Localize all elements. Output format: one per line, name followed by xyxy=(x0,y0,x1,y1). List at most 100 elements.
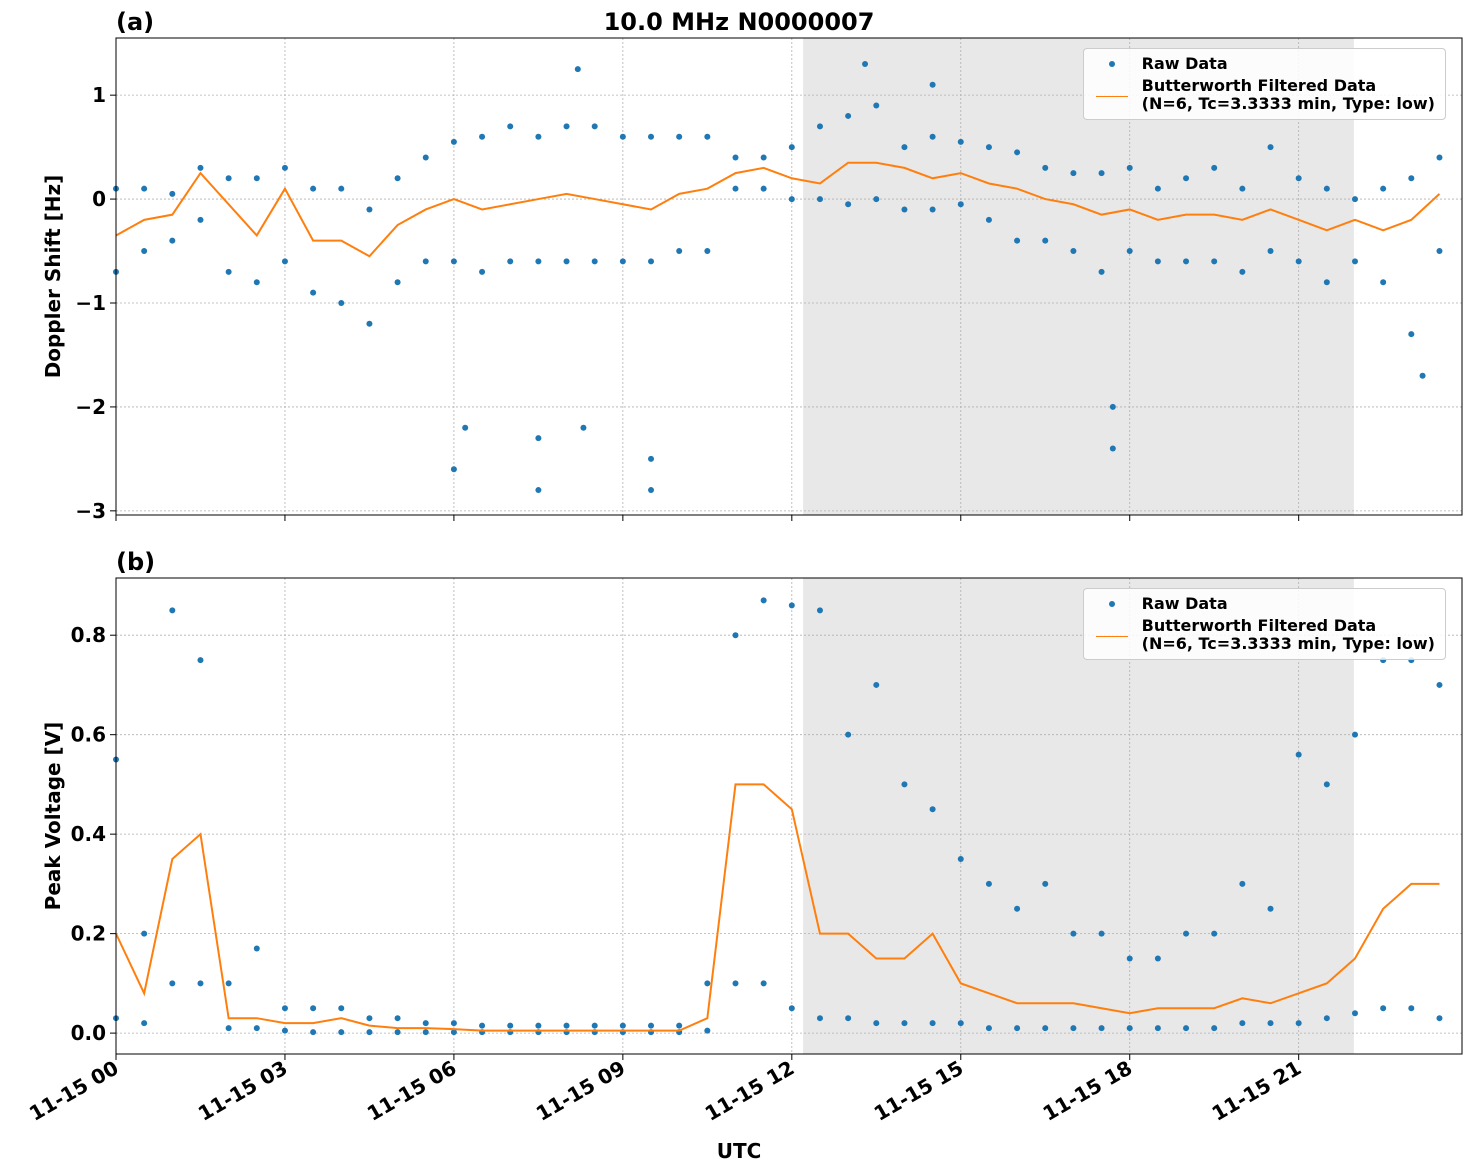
raw-point xyxy=(985,1025,992,1032)
raw-point xyxy=(507,258,514,265)
raw-point xyxy=(704,133,711,140)
raw-point xyxy=(845,201,852,208)
x-tick-label: 11-15 00 xyxy=(25,1056,123,1126)
raw-point xyxy=(141,185,148,192)
raw-point xyxy=(816,607,823,614)
raw-point xyxy=(169,980,176,987)
raw-point xyxy=(253,175,260,182)
legend-label: Raw Data xyxy=(1141,594,1228,613)
raw-point xyxy=(535,258,542,265)
raw-point xyxy=(704,248,711,255)
raw-point xyxy=(901,781,908,788)
raw-point xyxy=(1070,170,1077,177)
raw-point xyxy=(1154,185,1161,192)
raw-point xyxy=(732,632,739,639)
raw-point xyxy=(901,144,908,151)
legend-entry: Butterworth Filtered Data (N=6, Tc=3.333… xyxy=(1092,77,1435,113)
raw-point xyxy=(1408,175,1415,182)
raw-point xyxy=(732,185,739,192)
x-tick-label: 11-15 12 xyxy=(701,1056,799,1126)
raw-point xyxy=(591,1022,598,1029)
raw-point xyxy=(845,731,852,738)
legend-entry: Raw Data xyxy=(1092,595,1435,615)
raw-point xyxy=(591,258,598,265)
raw-point xyxy=(788,144,795,151)
raw-point xyxy=(845,1015,852,1022)
raw-point xyxy=(366,320,373,327)
raw-point xyxy=(450,1029,457,1036)
legend-entry: Raw Data xyxy=(1092,55,1435,75)
raw-point xyxy=(1070,1025,1077,1032)
raw-point xyxy=(1295,751,1302,758)
raw-point xyxy=(253,279,260,286)
raw-point xyxy=(985,216,992,223)
raw-point xyxy=(310,289,317,296)
raw-point xyxy=(873,1020,880,1027)
raw-point xyxy=(1436,248,1443,255)
x-tick-label: 11-15 06 xyxy=(363,1056,461,1126)
raw-point xyxy=(648,487,655,494)
raw-point xyxy=(225,175,232,182)
legend-entry: Butterworth Filtered Data (N=6, Tc=3.333… xyxy=(1092,617,1435,653)
raw-point xyxy=(169,190,176,197)
y-tick-label: 1 xyxy=(92,83,106,107)
raw-point xyxy=(535,133,542,140)
raw-point xyxy=(1295,258,1302,265)
raw-point xyxy=(619,133,626,140)
raw-point xyxy=(479,268,486,275)
y-tick-label: −3 xyxy=(75,499,106,523)
raw-point xyxy=(281,164,288,171)
raw-point xyxy=(253,945,260,952)
raw-point xyxy=(1267,905,1274,912)
raw-point xyxy=(873,681,880,688)
raw-point xyxy=(563,1022,570,1029)
filtered-line xyxy=(115,161,1441,258)
y-tick-label: 0.4 xyxy=(71,822,106,846)
raw-point xyxy=(450,258,457,265)
raw-point xyxy=(225,980,232,987)
raw-point xyxy=(338,300,345,306)
y-tick-label: 0.6 xyxy=(71,723,106,747)
raw-point xyxy=(591,123,598,130)
raw-point xyxy=(1408,331,1415,338)
y-tick-label: 0.2 xyxy=(71,922,106,946)
raw-point xyxy=(1014,1025,1021,1032)
raw-point xyxy=(422,1020,429,1027)
x-tick-label: 11-15 21 xyxy=(1208,1056,1306,1126)
raw-point xyxy=(704,980,711,987)
raw-point xyxy=(462,424,469,431)
raw-point xyxy=(1419,372,1426,379)
raw-point xyxy=(507,1022,514,1029)
raw-point xyxy=(253,1025,260,1032)
raw-point xyxy=(338,185,345,192)
raw-point xyxy=(450,1020,457,1027)
raw-point xyxy=(535,1022,542,1029)
raw-point xyxy=(1323,781,1330,788)
raw-point xyxy=(225,1025,232,1032)
raw-point xyxy=(1183,1025,1190,1032)
raw-point xyxy=(1126,955,1133,962)
raw-point xyxy=(957,138,964,145)
raw-point xyxy=(450,466,457,473)
y-tick-label: 0.0 xyxy=(71,1021,106,1045)
panel-label: (b) xyxy=(116,548,155,576)
raw-point xyxy=(1351,1010,1358,1017)
raw-point xyxy=(1183,930,1190,937)
raw-point xyxy=(507,123,514,130)
raw-point xyxy=(394,1029,401,1036)
raw-point xyxy=(1042,880,1049,887)
raw-point xyxy=(1098,930,1105,937)
raw-point xyxy=(760,154,767,161)
raw-point xyxy=(1014,237,1021,244)
raw-point xyxy=(873,196,880,203)
raw-point xyxy=(197,164,204,171)
raw-point xyxy=(1211,164,1218,171)
legend-key xyxy=(1092,77,1132,98)
x-tick-label: 11-15 03 xyxy=(194,1056,292,1126)
raw-point xyxy=(535,487,542,494)
y-tick-label: 0 xyxy=(92,187,106,211)
raw-point xyxy=(1380,185,1387,192)
raw-point xyxy=(873,102,880,109)
raw-point xyxy=(1109,445,1116,452)
raw-point xyxy=(929,1020,936,1027)
